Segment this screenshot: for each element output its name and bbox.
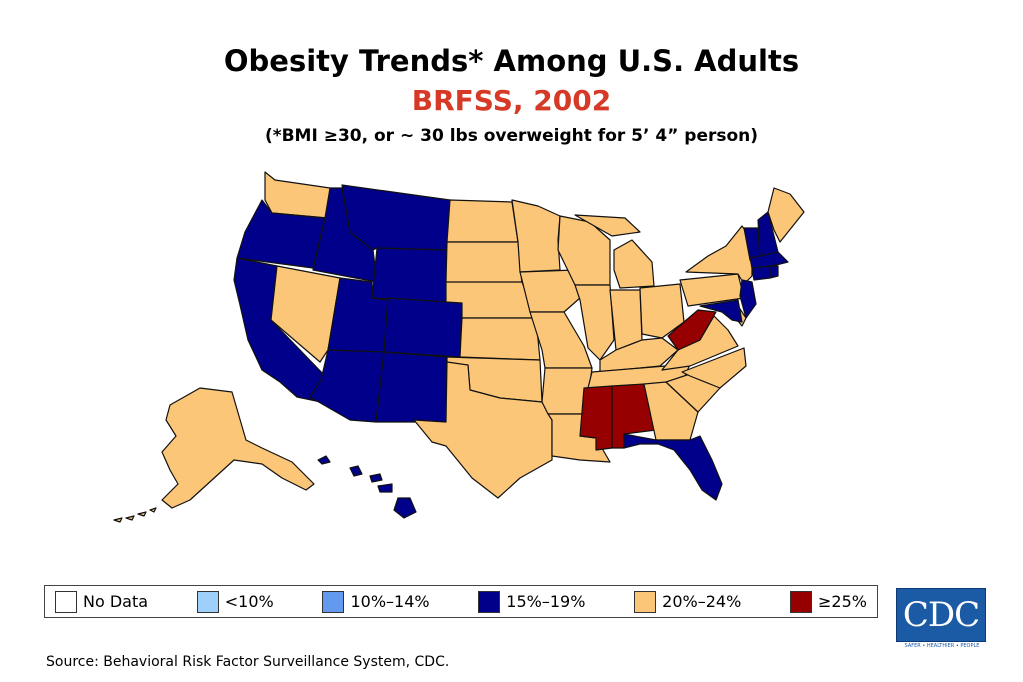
legend-item-25-plus: ≥25%	[789, 590, 867, 613]
state-wy	[371, 247, 448, 303]
map-title: Obesity Trends* Among U.S. Adults	[223, 44, 800, 78]
legend-swatch-15-19	[478, 590, 501, 613]
map-subtitle: BRFSS, 2002	[411, 84, 612, 117]
legend-item-no-data: No Data	[55, 590, 149, 613]
legend-item-20-24: 20%–24%	[634, 590, 742, 613]
source-note: Source: Behavioral Risk Factor Surveilla…	[46, 654, 450, 670]
state-ga	[643, 381, 699, 441]
state-mn	[511, 199, 561, 273]
state-hi	[317, 455, 417, 519]
state-ks	[459, 317, 541, 361]
state-nd	[446, 199, 519, 243]
cdc-logo-tagline: SAFER • HEALTHIER • PEOPLE	[904, 643, 980, 649]
legend-item-under-10: <10%	[196, 590, 274, 613]
state-ny	[685, 225, 753, 285]
legend-label: 20%–24%	[662, 592, 742, 611]
legend-swatch-20-24	[634, 590, 657, 613]
legend-label: ≥25%	[817, 592, 867, 611]
state-ct	[751, 265, 771, 281]
legend: No Data <10% 10%–14% 15%–19% 20%–24% ≥25…	[44, 585, 878, 618]
alaska-islands	[113, 507, 157, 523]
state-ma	[749, 251, 789, 269]
state-wa	[264, 171, 331, 219]
state-nj	[739, 279, 757, 319]
state-ri	[769, 265, 779, 279]
legend-label: 10%–14%	[350, 592, 430, 611]
state-nc	[681, 347, 747, 389]
state-tx	[413, 361, 553, 499]
legend-label: 15%–19%	[506, 592, 586, 611]
state-fl	[623, 433, 723, 501]
state-nm	[375, 351, 448, 423]
legend-label: <10%	[224, 592, 274, 611]
state-wv	[667, 309, 717, 351]
cdc-logo-mark: CDC	[896, 588, 986, 642]
state-in	[609, 289, 643, 351]
state-nv	[270, 265, 341, 363]
state-md	[699, 299, 743, 323]
legend-label: No Data	[83, 592, 149, 611]
state-ak	[161, 387, 315, 509]
state-me	[767, 187, 805, 243]
state-oh	[639, 283, 685, 339]
legend-swatch-no-data	[55, 590, 77, 613]
state-sd	[445, 241, 523, 285]
state-co	[383, 297, 463, 358]
legend-swatch-under-10	[196, 590, 219, 613]
legend-swatch-25-plus	[789, 590, 812, 613]
cdc-logo: CDC SAFER • HEALTHIER • PEOPLE	[896, 588, 988, 650]
legend-swatch-10-14	[322, 590, 345, 613]
legend-item-10-14: 10%–14%	[322, 590, 430, 613]
bmi-note: (*BMI ≥30, or ~ 30 lbs overweight for 5’…	[264, 126, 759, 146]
state-ia	[519, 269, 581, 313]
legend-item-15-19: 15%–19%	[478, 590, 586, 613]
